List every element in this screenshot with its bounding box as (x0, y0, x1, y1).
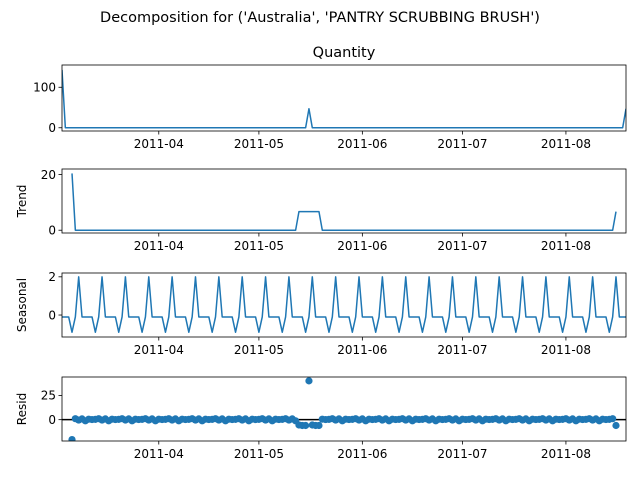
y-tick-label: 0 (48, 224, 56, 238)
x-tick-label: 2011-04 (134, 343, 184, 357)
x-tick-label: 2011-05 (234, 239, 284, 253)
panel-seasonal: Seasonal 2011-04 2011-05 2011-06 2011-07 2011… (15, 270, 627, 357)
resid-point (609, 415, 617, 423)
x-tick-label: 2011-08 (541, 239, 591, 253)
plot-area-seasonal (62, 276, 626, 333)
plot-area-observed (62, 69, 626, 129)
y-tick-label: 25 (41, 389, 56, 403)
panel-trend: Trend 2011-04 2011-05 2011-06 2011-07 2011-08… (15, 168, 627, 253)
x-tick-label: 2011-04 (134, 137, 184, 151)
y-tick-label: 2 (48, 270, 56, 284)
x-tick-label: 2011-08 (541, 137, 591, 151)
panel-observed: Quantity 2011-04 2011-05 2011-06 2011-07 2011… (33, 45, 627, 151)
resid-point (305, 377, 313, 385)
resid-point (315, 421, 323, 430)
x-tick-label: 2011-05 (234, 447, 284, 461)
x-tick-label: 2011-06 (337, 447, 387, 461)
x-tick-label: 2011-07 (437, 343, 487, 357)
resid-point (302, 421, 310, 430)
figure-suptitle: Decomposition for ('Australia', 'PANTRY … (100, 10, 540, 26)
x-tick-label: 2011-07 (437, 239, 487, 253)
x-tick-label: 2011-06 (337, 137, 387, 151)
x-tick-label: 2011-07 (437, 447, 487, 461)
x-tick-label: 2011-06 (337, 343, 387, 357)
x-tick-label: 2011-05 (234, 137, 284, 151)
y-tick-label: 20 (41, 168, 56, 182)
x-tick-label: 2011-04 (134, 239, 184, 253)
axes-frame-observed (61, 64, 627, 132)
y-tick-label: 0 (48, 121, 56, 135)
x-tick-label: 2011-06 (337, 239, 387, 253)
series-line-observed (62, 69, 626, 129)
panel-title-observed: Quantity (313, 45, 376, 61)
y-axis-label-resid: Resid (15, 393, 29, 425)
y-tick-label: 0 (48, 308, 56, 322)
y-axis-label-trend: Trend (15, 185, 29, 219)
resid-point (68, 435, 76, 441)
plot-area-trend (71, 173, 617, 231)
panels-container: Quantity 2011-04 2011-05 2011-06 2011-07 2011… (15, 45, 627, 461)
plot-area-resid (62, 377, 626, 441)
axes-frame-trend (61, 168, 627, 234)
x-tick-label: 2011-08 (541, 447, 591, 461)
panel-resid: Resid 2011-04 2011-05 2011-06 2011-07 2011-08… (15, 376, 627, 461)
x-tick-label: 2011-08 (541, 343, 591, 357)
series-line-seasonal (62, 276, 626, 333)
resid-point (612, 421, 620, 430)
y-tick-label: 0 (48, 413, 56, 427)
x-tick-label: 2011-07 (437, 137, 487, 151)
y-tick-label: 100 (33, 81, 56, 95)
axes-frame-seasonal (61, 272, 627, 338)
y-axis-label-seasonal: Seasonal (15, 278, 29, 332)
x-tick-label: 2011-05 (234, 343, 284, 357)
axes-frame-resid (61, 376, 627, 442)
x-tick-label: 2011-04 (134, 447, 184, 461)
series-line-trend (71, 173, 617, 231)
